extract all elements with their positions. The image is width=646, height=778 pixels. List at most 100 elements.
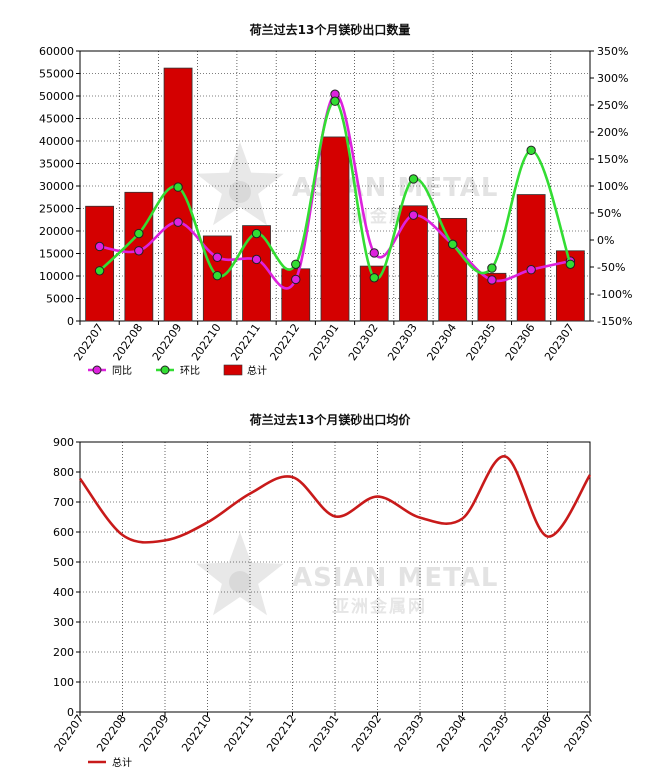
x-tick-label: 202307: [562, 712, 597, 754]
price-chart-grid: [79, 441, 591, 713]
x-tick-label: 202304: [434, 712, 469, 754]
series-point: [173, 182, 183, 192]
y-left-tick-label: 35000: [39, 158, 74, 171]
x-tick-label: 202303: [392, 712, 427, 754]
x-tick-label: 202306: [519, 712, 554, 754]
y-left-tick-label: 40000: [39, 135, 74, 148]
x-tick-label: 202209: [137, 712, 172, 754]
quantity-lines: [94, 89, 576, 290]
legend-swatch: [223, 364, 243, 376]
x-tick-label: 202301: [307, 712, 342, 754]
y-tick-label: 300: [53, 616, 74, 629]
y-right-tick-label: -100%: [597, 288, 632, 301]
series-point: [212, 270, 223, 281]
x-tick-label: 202305: [477, 712, 512, 754]
series-point: [526, 265, 536, 275]
bar: [320, 136, 350, 322]
series-point: [526, 145, 536, 156]
price-lines: [78, 455, 592, 544]
legend-label: 总计: [112, 756, 132, 769]
bar: [124, 191, 154, 322]
x-tick-label: 202210: [179, 712, 214, 754]
bar: [359, 265, 389, 322]
watermark-logo: ASIAN METAL 亚洲金属网: [196, 532, 498, 617]
y-left-tick-label: 15000: [39, 248, 74, 261]
y-left-tick-label: 55000: [39, 68, 74, 81]
quantity-bars: [85, 67, 585, 322]
y-left-tick-label: 30000: [39, 180, 74, 193]
x-tick-label: 202207: [71, 321, 106, 363]
y-right-tick-label: -50%: [597, 261, 625, 274]
y-right-tick-label: 100%: [597, 180, 628, 193]
series-point: [134, 246, 144, 256]
series-point: [291, 274, 301, 285]
x-tick-label: 202208: [94, 712, 129, 754]
x-tick-label: 202302: [349, 712, 384, 754]
quantity-legend: 同比 环比 总计: [88, 364, 267, 377]
y-tick-label: 800: [53, 466, 74, 479]
watermark-text-cn: 亚洲金属网: [332, 596, 427, 617]
series-point: [94, 241, 105, 252]
x-tick-label: 202304: [424, 321, 459, 363]
series-point: [408, 210, 419, 220]
y-left-tick-label: 45000: [39, 113, 74, 126]
y-right-tick-label: 350%: [597, 45, 628, 58]
y-left-tick-label: 25000: [39, 203, 74, 216]
bar: [516, 194, 546, 322]
bar: [163, 67, 193, 322]
series-line: [98, 99, 572, 280]
series-point: [212, 252, 223, 262]
y-tick-label: 600: [53, 526, 74, 539]
series-point: [173, 217, 183, 227]
series-point: [134, 228, 144, 239]
legend-marker: [92, 365, 102, 375]
series-point: [487, 263, 497, 273]
price-legend: 总计: [88, 756, 132, 769]
y-left-tick-label: 10000: [39, 270, 74, 283]
watermark-text: ASIAN METAL: [292, 563, 499, 593]
legend-label: 同比: [112, 365, 132, 377]
series-point: [369, 248, 379, 258]
quantity-chart-title: 荷兰过去13个月镁砂出口数量: [249, 22, 411, 37]
y-left-tick-label: 20000: [39, 225, 74, 238]
x-tick-label: 202306: [503, 321, 538, 363]
x-tick-label: 202302: [346, 321, 381, 363]
series-point: [369, 273, 379, 283]
y-left-tick-label: 5000: [46, 293, 74, 306]
y-left-tick-label: 50000: [39, 90, 74, 103]
y-right-tick-label: 200%: [597, 126, 628, 139]
x-tick-label: 202212: [264, 712, 299, 754]
series-line: [78, 455, 592, 544]
x-tick-label: 202307: [542, 321, 577, 363]
series-point: [291, 259, 301, 269]
series-point: [565, 259, 576, 269]
x-tick-label: 202211: [222, 712, 257, 754]
legend-label: 环比: [180, 365, 200, 377]
series-point: [251, 228, 262, 239]
legend-label: 总计: [247, 364, 267, 377]
price-chart: 荷兰过去13个月镁砂出口均价 ASIAN METAL 亚洲金属网 0 100 200 3…: [52, 412, 597, 769]
y-right-tick-label: 50%: [597, 207, 621, 220]
x-tick-label: 202212: [267, 321, 302, 363]
y-tick-label: 900: [53, 436, 74, 449]
watermark-badge: [229, 181, 251, 203]
y-tick-label: 100: [53, 676, 74, 689]
bar: [85, 205, 115, 322]
series-point: [447, 239, 458, 250]
price-chart-title: 荷兰过去13个月镁砂出口均价: [249, 412, 412, 427]
y-right-tick-label: -150%: [597, 315, 632, 328]
y-tick-label: 700: [53, 496, 74, 509]
series-point: [487, 275, 497, 285]
x-tick-label: 202208: [111, 321, 146, 363]
legend-marker: [160, 365, 170, 375]
x-tick-label: 202209: [150, 321, 185, 363]
y-tick-label: 200: [53, 646, 74, 659]
watermark-badge: [229, 571, 251, 593]
y-tick-label: 500: [53, 556, 74, 569]
y-tick-label: 400: [53, 586, 74, 599]
y-right-tick-label: 150%: [597, 153, 628, 166]
y-right-tick-label: 300%: [597, 72, 628, 85]
y-right-tick-label: 0%: [597, 234, 614, 247]
